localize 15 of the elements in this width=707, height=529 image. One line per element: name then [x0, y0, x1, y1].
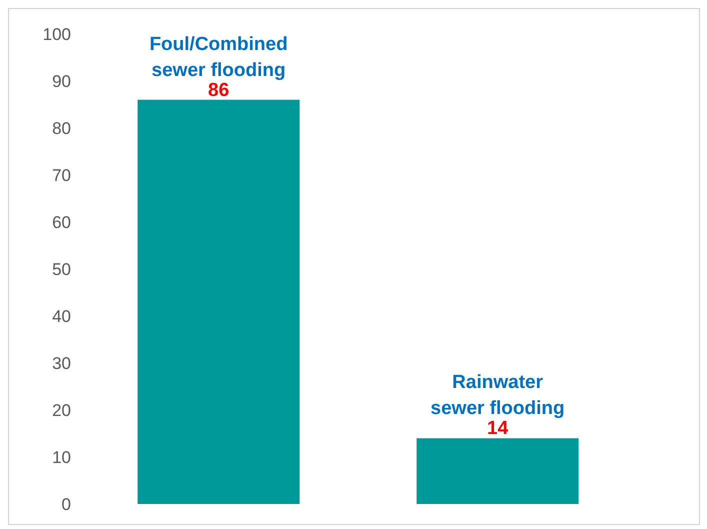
x-tick-label: Foul/Combined sewer flooding	[149, 34, 288, 81]
y-tick-label: 100	[42, 25, 71, 44]
y-tick-label: 90	[52, 72, 71, 92]
y-tick-label: 70	[52, 166, 71, 186]
y-tick-label: 10	[52, 448, 71, 468]
x-tick-label: Rainwater sewer flooding	[430, 372, 565, 420]
data-label: 14	[487, 418, 509, 440]
y-tick-label: 0	[62, 495, 71, 514]
y-tick-label: 80	[52, 119, 71, 138]
y-tick-label: 30	[52, 354, 71, 374]
y-tick-label: 60	[52, 213, 71, 232]
y-tick-label: 40	[52, 307, 71, 326]
data-label: 86	[208, 80, 230, 101]
y-tick-label: 50	[52, 260, 71, 280]
y-tick-label: 20	[52, 401, 71, 420]
